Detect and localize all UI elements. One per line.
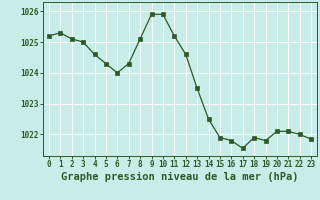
- X-axis label: Graphe pression niveau de la mer (hPa): Graphe pression niveau de la mer (hPa): [61, 172, 299, 182]
